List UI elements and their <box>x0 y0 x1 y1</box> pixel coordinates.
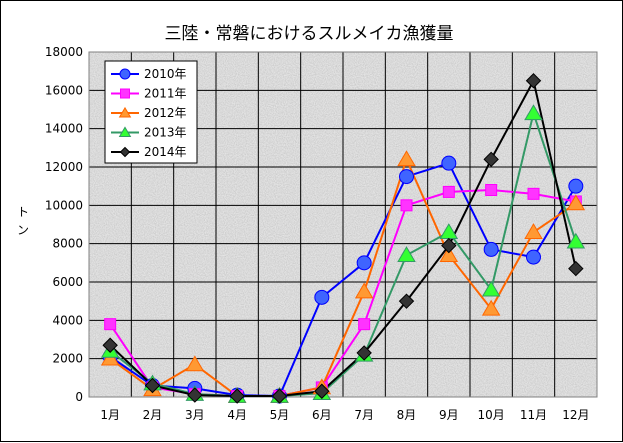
data-point-series-2 <box>442 185 455 198</box>
y-axis-label-char: ト <box>17 205 29 219</box>
y-tick-labels: 0 2000 4000 6000 8000 10000 12000 14000 16000 180… <box>45 45 83 404</box>
data-point-series-5 <box>144 377 161 394</box>
data-point-series-2 <box>358 318 371 331</box>
x-tick-labels: 1月 2月 3月 4月 5月 6月 7月 8月 9月 10月 11月 12月 <box>100 408 589 422</box>
y-tick-label: 6000 <box>52 275 83 289</box>
legend-marker <box>120 88 130 99</box>
y-axis-label-text: トン <box>17 205 29 237</box>
legend-marker <box>119 68 131 80</box>
data-point-series-3 <box>397 150 416 167</box>
data-point-series-4 <box>566 232 586 249</box>
x-tick-label: 9月 <box>439 408 459 422</box>
y-tick-label: 2000 <box>52 352 83 366</box>
data-point-series-5 <box>356 345 372 361</box>
data-point-series-5 <box>229 388 245 404</box>
x-tick-label: 7月 <box>354 408 374 422</box>
x-tick-label: 2月 <box>143 408 163 422</box>
data-point-series-2 <box>527 187 540 200</box>
y-tick-label: 10000 <box>45 198 83 212</box>
data-point-series-4 <box>524 104 543 121</box>
y-tick-label: 0 <box>75 390 83 404</box>
data-point-series-3 <box>185 355 205 372</box>
y-tick-label: 12000 <box>45 160 83 174</box>
data-point-series-5 <box>187 387 203 403</box>
legend: 2010年 2011年 2012年 2013年 2014年 <box>104 60 198 164</box>
legend-entry: 2011年 <box>144 87 187 101</box>
x-tick-label: 10月 <box>478 408 505 422</box>
data-point-series-5 <box>271 388 288 404</box>
y-tick-label: 4000 <box>52 313 83 327</box>
x-tick-label: 1月 <box>100 408 120 422</box>
data-point-series-3 <box>566 194 586 211</box>
legend-entry: 2012年 <box>144 106 187 120</box>
x-tick-label: 6月 <box>312 408 332 422</box>
data-point-series-2 <box>400 199 413 212</box>
data-point-series-1 <box>483 241 499 257</box>
plot-border <box>88 51 598 398</box>
data-point-series-3 <box>524 223 543 239</box>
y-tick-label: 8000 <box>52 237 83 251</box>
x-tick-label: 8月 <box>397 408 417 422</box>
series-markers <box>100 73 586 404</box>
data-point-series-4 <box>481 280 501 297</box>
data-point-series-1 <box>399 169 414 185</box>
y-axis-label: トン <box>17 205 29 237</box>
legend-entry: 2014年 <box>144 145 187 159</box>
legend-box <box>104 60 198 164</box>
data-point-series-1 <box>441 155 457 171</box>
data-point-series-1 <box>568 178 584 194</box>
x-tick-label: 5月 <box>270 408 290 422</box>
y-tick-label: 14000 <box>45 122 83 136</box>
data-point-series-5 <box>525 73 542 89</box>
y-tick-label: 16000 <box>45 83 83 97</box>
data-point-series-5 <box>568 260 584 277</box>
data-point-series-1 <box>356 255 372 271</box>
x-tick-label: 12月 <box>562 408 589 422</box>
data-point-series-5 <box>398 293 415 309</box>
data-point-series-2 <box>485 184 498 196</box>
x-tick-label: 4月 <box>227 408 247 422</box>
legend-marker <box>118 106 132 118</box>
y-axis-label-char: ン <box>17 223 29 237</box>
data-point-series-5 <box>483 151 499 168</box>
data-point-series-2 <box>104 318 117 331</box>
legend-entry: 2010年 <box>144 67 187 81</box>
series-line-5 <box>109 77 577 398</box>
x-tick-label: 3月 <box>185 408 205 422</box>
legend-entry: 2013年 <box>144 126 187 140</box>
data-point-series-5 <box>102 337 118 353</box>
data-point-series-1 <box>314 289 330 305</box>
legend-marker <box>119 146 131 158</box>
data-point-series-3 <box>481 299 501 316</box>
data-point-series-4 <box>397 246 416 262</box>
data-point-series-3 <box>354 282 374 299</box>
data-point-series-5 <box>441 237 457 254</box>
data-point-series-3 <box>439 246 459 262</box>
series-line-4 <box>109 109 577 398</box>
x-tick-label: 11月 <box>520 408 547 422</box>
legend-marker <box>118 126 132 138</box>
data-point-series-5 <box>314 383 330 399</box>
y-tick-label: 18000 <box>45 45 83 59</box>
data-point-series-1 <box>526 249 541 265</box>
chart-title: 三陸・常磐におけるスルメイカ漁獲量 <box>165 24 454 44</box>
